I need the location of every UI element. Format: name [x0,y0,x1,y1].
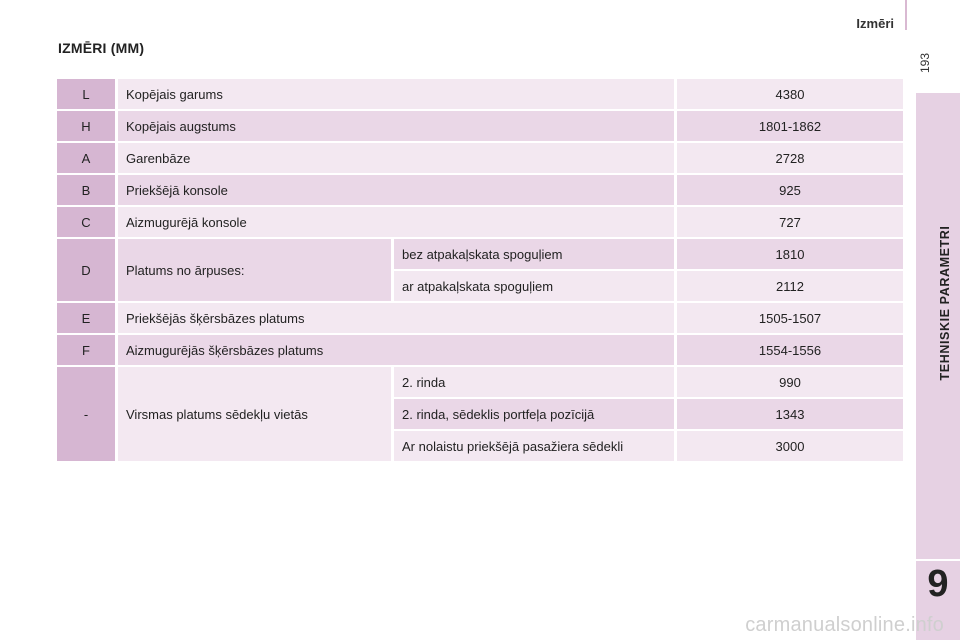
chapter-number: 9 [927,563,949,605]
dimensions-table: L Kopējais garums 4380 H Kopējais augstu… [57,77,903,463]
table-row: Ar nolaistu priekšējā pasažiera sēdekli … [57,431,903,461]
row-sublabel: Ar nolaistu priekšējā pasažiera sēdekli [391,431,674,461]
row-label: Aizmugurējā konsole [115,207,674,237]
table-row: A Garenbāze 2728 [57,143,903,173]
row-code: - [57,367,115,461]
row-sublabel: 2. rinda [391,367,674,397]
row-label: Priekšējās šķērsbāzes platums [115,303,674,333]
row-code: E [57,303,115,333]
row-label: Priekšējā konsole [115,175,674,205]
row-sublabel: bez atpakaļskata spoguļiem [391,239,674,269]
row-code: H [57,111,115,141]
row-label: Platums no ārpuses: [115,239,391,301]
header-rule [905,0,907,30]
table-row: ar atpakaļskata spoguļiem 2112 [57,271,903,301]
table-row: H Kopējais augstums 1801-1862 [57,111,903,141]
section-title: IZMĒRI (MM) [58,40,145,56]
table-row: C Aizmugurējā konsole 727 [57,207,903,237]
table-row: B Priekšējā konsole 925 [57,175,903,205]
row-label: Virsmas platums sēdekļu vietās [115,367,391,461]
row-code: L [57,79,115,109]
table-row: 2. rinda, sēdeklis portfeļa pozīcijā 134… [57,399,903,429]
row-label: Kopējais augstums [115,111,674,141]
header-title: Izmēri [856,16,894,31]
row-label: Kopējais garums [115,79,674,109]
row-value: 1343 [674,399,903,429]
row-label: Garenbāze [115,143,674,173]
row-value: 4380 [674,79,903,109]
row-code: C [57,207,115,237]
row-value: 3000 [674,431,903,461]
row-value: 925 [674,175,903,205]
row-label: Aizmugurējās šķērsbāzes platums [115,335,674,365]
row-value: 727 [674,207,903,237]
table-row: F Aizmugurējās šķērsbāzes platums 1554-1… [57,335,903,365]
table-row: D Platums no ārpuses: bez atpakaļskata s… [57,239,903,301]
chapter-side-tab: TEHNISKIE PARAMETRI 9 [916,93,960,640]
page-number: 193 [918,52,932,74]
row-sublabel: ar atpakaļskata spoguļiem [391,271,674,301]
row-code: F [57,335,115,365]
chapter-label: TEHNISKIE PARAMETRI [938,225,952,381]
row-sublabel: 2. rinda, sēdeklis portfeļa pozīcijā [391,399,674,429]
row-value: 2728 [674,143,903,173]
side-tab-divider [916,559,960,561]
table-row: E Priekšējās šķērsbāzes platums 1505-150… [57,303,903,333]
row-code: D [57,239,115,301]
row-code: B [57,175,115,205]
row-code: A [57,143,115,173]
row-value: 990 [674,367,903,397]
watermark: carmanualsonline.info [745,614,944,636]
row-value: 1505-1507 [674,303,903,333]
row-value: 1801-1862 [674,111,903,141]
row-value: 1554-1556 [674,335,903,365]
table-row: - Virsmas platums sēdekļu vietās 2. rind… [57,367,903,461]
row-value: 1810 [674,239,903,269]
table-row: L Kopējais garums 4380 [57,79,903,109]
row-value: 2112 [674,271,903,301]
